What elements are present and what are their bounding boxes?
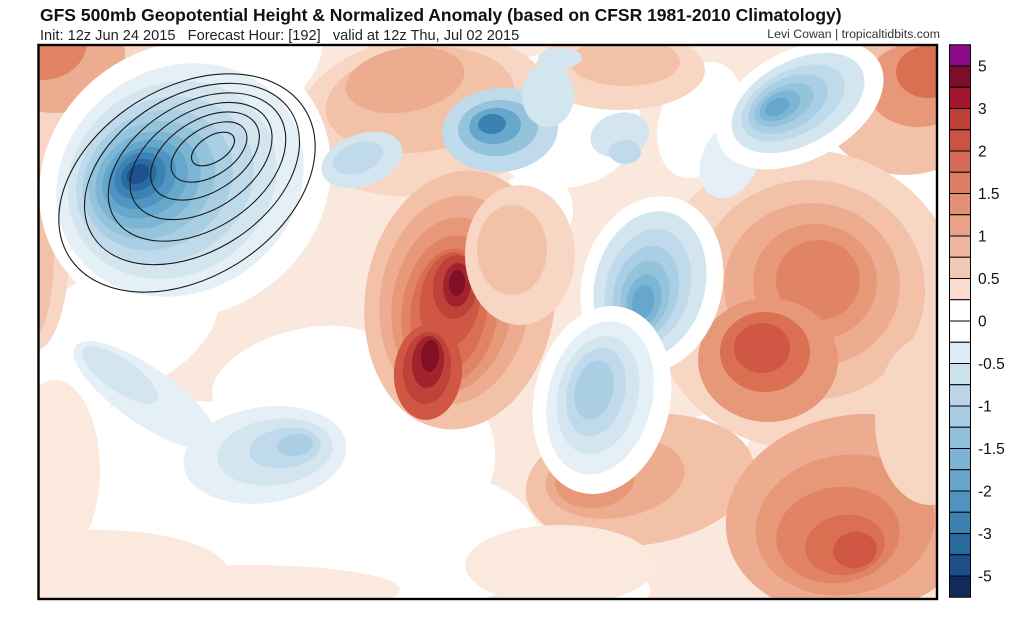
svg-text:Init: 12z Jun 24 2015 Foreca: Init: 12z Jun 24 2015 Forecast Hour: [19… — [40, 28, 519, 44]
svg-text:0.5: 0.5 — [978, 271, 1000, 288]
svg-text:Levi Cowan | tropicaltidbits.c: Levi Cowan | tropicaltidbits.com — [767, 27, 940, 41]
svg-text:-0.5: -0.5 — [978, 356, 1005, 373]
svg-text:-2: -2 — [978, 484, 992, 501]
svg-text:-3: -3 — [978, 526, 992, 543]
svg-text:GFS 500mb Geopotential Height: GFS 500mb Geopotential Height & Normaliz… — [40, 5, 842, 25]
svg-text:-1: -1 — [978, 399, 992, 416]
svg-text:1.5: 1.5 — [978, 186, 1000, 203]
svg-text:1: 1 — [978, 229, 987, 246]
svg-text:5: 5 — [978, 59, 987, 76]
svg-text:0: 0 — [978, 314, 987, 331]
svg-text:-1.5: -1.5 — [978, 441, 1005, 458]
svg-text:-5: -5 — [978, 569, 992, 586]
svg-text:3: 3 — [978, 101, 987, 118]
svg-text:2: 2 — [978, 144, 987, 161]
